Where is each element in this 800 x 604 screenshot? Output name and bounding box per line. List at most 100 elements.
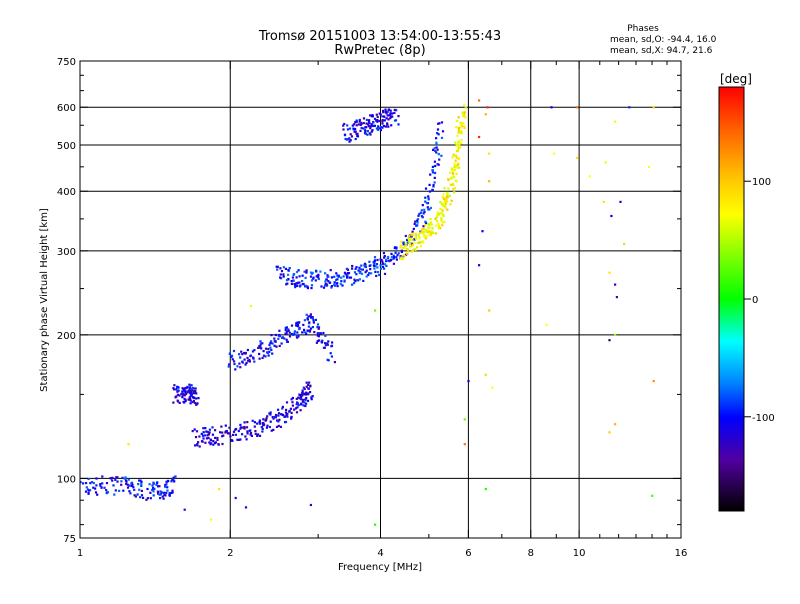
trace-point: [116, 476, 118, 478]
trace-point: [240, 351, 242, 353]
trace-point: [164, 494, 166, 496]
trace-point: [254, 421, 256, 423]
trace-point: [299, 275, 301, 277]
trace-point: [217, 443, 219, 445]
trace-point: [147, 497, 149, 499]
trace-point: [166, 486, 168, 488]
y-tick-label: 600: [57, 103, 76, 114]
trace-point: [87, 492, 89, 494]
trace-point: [386, 124, 388, 126]
trace-point: [429, 184, 431, 186]
trace-point: [269, 413, 271, 415]
trace-point: [291, 412, 293, 414]
trace-point: [423, 211, 425, 213]
trace-point: [458, 143, 460, 145]
trace-point: [427, 223, 429, 225]
trace-point: [125, 476, 127, 478]
colorbar-label: [deg]: [720, 72, 752, 86]
trace-point: [301, 392, 303, 394]
trace-point: [246, 430, 248, 432]
trace-point: [377, 271, 379, 273]
trace-point: [175, 388, 177, 390]
trace-point: [378, 274, 380, 276]
trace-point: [171, 490, 173, 492]
trace-point: [331, 355, 333, 357]
trace-point: [463, 115, 465, 117]
trace-point: [239, 428, 241, 430]
trace-point: [381, 127, 383, 129]
trace-point: [369, 265, 371, 267]
scatter-point: [374, 309, 376, 311]
trace-point: [342, 128, 344, 130]
trace-point: [427, 195, 429, 197]
trace-point: [220, 426, 222, 428]
trace-point: [438, 225, 440, 227]
trace-point: [308, 326, 310, 328]
trace-point: [315, 319, 317, 321]
trace-point: [204, 427, 206, 429]
trace-point: [311, 284, 313, 286]
trace-point: [380, 264, 382, 266]
trace-point: [368, 121, 370, 123]
trace-point: [251, 435, 253, 437]
trace-point: [428, 232, 430, 234]
trace-point: [318, 335, 320, 337]
trace-point: [254, 426, 256, 428]
trace-point: [437, 123, 439, 125]
trace-point: [344, 134, 346, 136]
trace-point: [100, 486, 102, 488]
trace-point: [347, 272, 349, 274]
trace-point: [181, 396, 183, 398]
trace-point: [164, 486, 166, 488]
x-tick-label: 8: [528, 548, 534, 559]
trace-point: [296, 276, 298, 278]
trace-point: [285, 411, 287, 413]
trace-point: [351, 135, 353, 137]
trace-point: [182, 393, 184, 395]
trace-point: [442, 203, 444, 205]
trace-point: [234, 368, 236, 370]
trace-point: [376, 121, 378, 123]
trace-point: [214, 442, 216, 444]
trace-point: [457, 141, 459, 143]
trace-point: [422, 241, 424, 243]
trace-point: [166, 490, 168, 492]
trace-point: [318, 328, 320, 330]
trace-point: [414, 248, 416, 250]
trace-point: [193, 400, 195, 402]
trace-point: [438, 159, 440, 161]
trace-point: [159, 490, 161, 492]
trace-point: [353, 123, 355, 125]
trace-point: [249, 429, 251, 431]
trace-point: [369, 268, 371, 270]
trace-point: [285, 283, 287, 285]
trace-point: [95, 491, 97, 493]
trace-point: [246, 357, 248, 359]
trace-point: [259, 340, 261, 342]
trace-point: [271, 353, 273, 355]
trace-point: [198, 435, 200, 437]
trace-point: [443, 187, 445, 189]
trace-point: [455, 160, 457, 162]
scatter-point: [374, 524, 376, 526]
trace-point: [129, 492, 131, 494]
trace-point: [301, 394, 303, 396]
trace-point: [368, 125, 370, 127]
trace-point: [305, 285, 307, 287]
trace-point: [291, 416, 293, 418]
scatter-point: [485, 488, 487, 490]
trace-point: [418, 242, 420, 244]
trace-point: [301, 331, 303, 333]
trace-point: [440, 220, 442, 222]
trace-point: [431, 227, 433, 229]
trace-point: [356, 279, 358, 281]
trace-point: [228, 363, 230, 365]
trace-point: [269, 426, 271, 428]
trace-point: [366, 275, 368, 277]
trace-point: [371, 114, 373, 116]
scatter-point: [653, 380, 655, 382]
trace-point: [266, 415, 268, 417]
trace-point: [387, 256, 389, 258]
trace-point: [310, 287, 312, 289]
trace-point: [289, 410, 291, 412]
